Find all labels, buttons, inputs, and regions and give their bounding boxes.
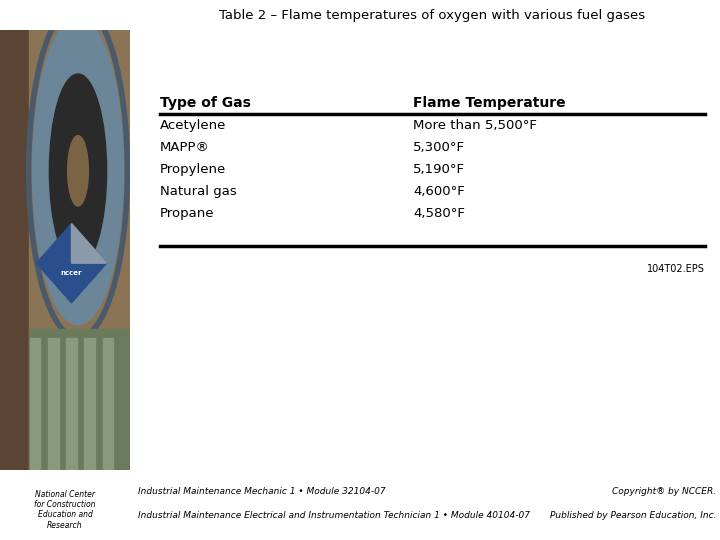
Text: Propane: Propane	[160, 207, 215, 220]
Text: Industrial Maintenance Electrical and Instrumentation Technician 1 • Module 4010: Industrial Maintenance Electrical and In…	[138, 511, 530, 519]
Text: Flame Temperature: Flame Temperature	[413, 96, 566, 110]
Text: Transparency 8: Transparency 8	[9, 9, 116, 22]
Text: More than 5,500°F: More than 5,500°F	[413, 119, 537, 132]
Bar	[30, 338, 40, 470]
Text: 5,190°F: 5,190°F	[413, 163, 465, 176]
Text: Copyright® by NCCER.: Copyright® by NCCER.	[612, 488, 716, 496]
Text: Table 2 – Flame temperatures of oxygen with various fuel gases: Table 2 – Flame temperatures of oxygen w…	[219, 9, 645, 22]
Text: Propylene: Propylene	[160, 163, 226, 176]
Bar	[66, 338, 77, 470]
Text: Industrial Maintenance Mechanic 1 • Module 32104-07: Industrial Maintenance Mechanic 1 • Modu…	[138, 488, 386, 496]
Text: nccer: nccer	[60, 269, 82, 276]
Text: Acetylene: Acetylene	[160, 119, 226, 132]
Circle shape	[32, 17, 124, 325]
Text: Natural gas: Natural gas	[160, 185, 237, 198]
Bar	[103, 338, 113, 470]
Polygon shape	[71, 224, 107, 263]
Text: National Center
for Construction
Education and
Research: National Center for Construction Educati…	[35, 490, 96, 530]
Text: 104T02.EPS: 104T02.EPS	[647, 264, 705, 274]
Text: Type of Gas: Type of Gas	[160, 96, 251, 110]
Circle shape	[68, 136, 89, 206]
Bar	[48, 338, 58, 470]
Text: MAPP®: MAPP®	[160, 141, 210, 154]
Circle shape	[50, 74, 107, 268]
Text: Published by Pearson Education, Inc.: Published by Pearson Education, Inc.	[549, 511, 716, 519]
Text: 4,580°F: 4,580°F	[413, 207, 465, 220]
Bar	[29, 30, 130, 470]
Polygon shape	[37, 224, 107, 303]
Bar	[0, 30, 29, 470]
Bar	[29, 329, 130, 470]
Bar	[84, 338, 95, 470]
Text: 4,600°F: 4,600°F	[413, 185, 465, 198]
Text: 5,300°F: 5,300°F	[413, 141, 465, 154]
